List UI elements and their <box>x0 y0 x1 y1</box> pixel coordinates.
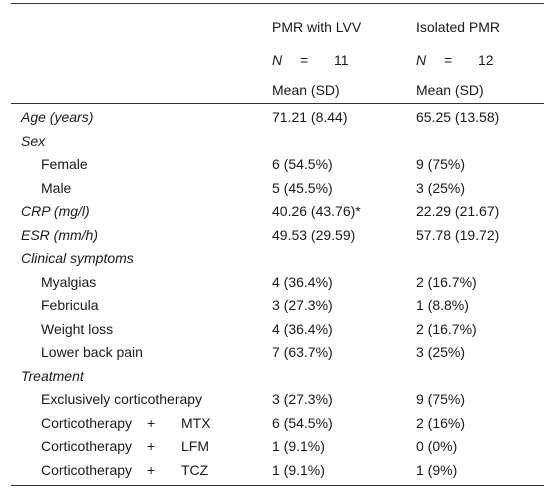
table-row-clinical-heading: Clinical symptoms <box>11 247 544 271</box>
cell-isolated-pmr: 3 (25%) <box>416 179 466 196</box>
row-label: Exclusively corticotherapy <box>41 391 203 407</box>
row-label: Corticotherapy + MTX <box>41 412 211 436</box>
table-row-corticotherapy-tcz: Corticotherapy + TCZ 1 (9.1%) 1 (9%) <box>11 459 544 483</box>
n-value: 11 <box>334 52 349 68</box>
row-label: Sex <box>21 132 46 149</box>
col-n: N = 12 <box>416 52 494 69</box>
n-equals: = <box>300 52 309 68</box>
row-label: Febricula <box>41 297 99 313</box>
row-label: CRP (mg/l) <box>21 203 90 219</box>
row-label: ESR (mm/h) <box>21 226 98 243</box>
row-label: Age (years) <box>21 109 94 125</box>
col-stat: Mean (SD) <box>272 82 340 98</box>
table-row-lower-back-pain: Lower back pain 7 (63.7%) 3 (25%) <box>11 341 544 365</box>
cell-pmr-lvv: 3 (27.3%) <box>272 391 333 407</box>
cell-isolated-pmr: 9 (75%) <box>416 156 466 172</box>
cell-pmr-lvv: 6 (54.5%) <box>272 414 333 431</box>
cell-pmr-lvv: 4 (36.4%) <box>272 320 333 337</box>
cell-pmr-lvv: 49.53 (29.59) <box>272 226 356 243</box>
n-label: N <box>416 52 427 68</box>
cell-pmr-lvv: 1 (9.1%) <box>272 438 325 454</box>
row-label: Female <box>41 156 88 172</box>
label-part: TCZ <box>181 461 209 478</box>
cell-pmr-lvv: 7 (63.7%) <box>272 344 333 360</box>
row-label: Corticotherapy + TCZ <box>41 459 208 483</box>
cell-isolated-pmr: 65.25 (13.58) <box>416 109 500 125</box>
cell-pmr-lvv: 5 (45.5%) <box>272 179 333 196</box>
col-title: Isolated PMR <box>416 19 501 35</box>
cell-pmr-lvv: 1 (9.1%) <box>272 461 325 478</box>
cell-pmr-lvv: 40.26 (43.76)* <box>272 203 361 219</box>
n-equals: = <box>444 52 453 68</box>
cell-pmr-lvv: 71.21 (8.44) <box>272 109 348 125</box>
table-row-crp: CRP (mg/l) 40.26 (43.76)* 22.29 (21.67) <box>11 200 544 224</box>
cell-isolated-pmr: 2 (16.7%) <box>416 320 477 337</box>
label-operator: + <box>147 438 156 454</box>
row-label: Myalgias <box>41 273 97 290</box>
row-label: Corticotherapy + LFM <box>41 435 209 459</box>
table-row-corticotherapy-lfm: Corticotherapy + LFM 1 (9.1%) 0 (0%) <box>11 435 544 459</box>
row-label: Male <box>41 179 72 196</box>
table-row-weight-loss: Weight loss 4 (36.4%) 2 (16.7%) <box>11 318 544 342</box>
row-label: Clinical symptoms <box>21 250 134 266</box>
row-label: Weight loss <box>41 320 114 337</box>
table-row-exclusive-corticotherapy: Exclusively corticotherapy 3 (27.3%) 9 (… <box>11 388 544 412</box>
table-header: PMR with LVV N = 11 Mean (SD) Isolated PMR… <box>11 4 544 104</box>
cell-pmr-lvv: 3 (27.3%) <box>272 297 333 313</box>
table-row-male: Male 5 (45.5%) 3 (25%) <box>11 177 544 201</box>
cell-isolated-pmr: 0 (0%) <box>416 438 458 454</box>
table-row-esr: ESR (mm/h) 49.53 (29.59) 57.78 (19.72) <box>11 224 544 248</box>
label-part: Corticotherapy <box>41 414 133 431</box>
row-label: Treatment <box>21 367 84 384</box>
label-part: MTX <box>181 414 211 431</box>
cell-pmr-lvv: 6 (54.5%) <box>272 156 333 172</box>
n-label: N <box>272 52 283 68</box>
cell-isolated-pmr: 2 (16%) <box>416 414 466 431</box>
cell-isolated-pmr: 9 (75%) <box>416 391 466 407</box>
cell-isolated-pmr: 22.29 (21.67) <box>416 203 500 219</box>
col-title: PMR with LVV <box>272 19 362 35</box>
cell-isolated-pmr: 1 (9%) <box>416 461 458 478</box>
table-row-sex-heading: Sex <box>11 130 544 154</box>
col-n: N = 11 <box>272 52 349 69</box>
table-row-female: Female 6 (54.5%) 9 (75%) <box>11 153 544 177</box>
cell-isolated-pmr: 1 (8.8%) <box>416 297 469 313</box>
col-stat: Mean (SD) <box>416 82 484 98</box>
table-row-corticotherapy-mtx: Corticotherapy + MTX 6 (54.5%) 2 (16%) <box>11 412 544 436</box>
label-part: LFM <box>181 438 209 454</box>
cell-pmr-lvv: 4 (36.4%) <box>272 273 333 290</box>
cell-isolated-pmr: 57.78 (19.72) <box>416 226 500 243</box>
row-label: Lower back pain <box>41 344 143 360</box>
label-part: Corticotherapy <box>41 461 133 478</box>
data-table: PMR with LVV N = 11 Mean (SD) Isolated PMR… <box>11 3 544 486</box>
table-body: Age (years) 71.21 (8.44) 65.25 (13.58) S… <box>11 104 544 485</box>
table-row-treatment-heading: Treatment <box>11 365 544 389</box>
label-operator: + <box>147 461 156 478</box>
cell-isolated-pmr: 3 (25%) <box>416 344 466 360</box>
table-row-age: Age (years) 71.21 (8.44) 65.25 (13.58) <box>11 106 544 130</box>
label-part: Corticotherapy <box>41 438 133 454</box>
n-value: 12 <box>478 52 494 68</box>
label-operator: + <box>147 414 156 431</box>
cell-isolated-pmr: 2 (16.7%) <box>416 273 477 290</box>
table-row-myalgias: Myalgias 4 (36.4%) 2 (16.7%) <box>11 271 544 295</box>
table-row-febricula: Febricula 3 (27.3%) 1 (8.8%) <box>11 294 544 318</box>
